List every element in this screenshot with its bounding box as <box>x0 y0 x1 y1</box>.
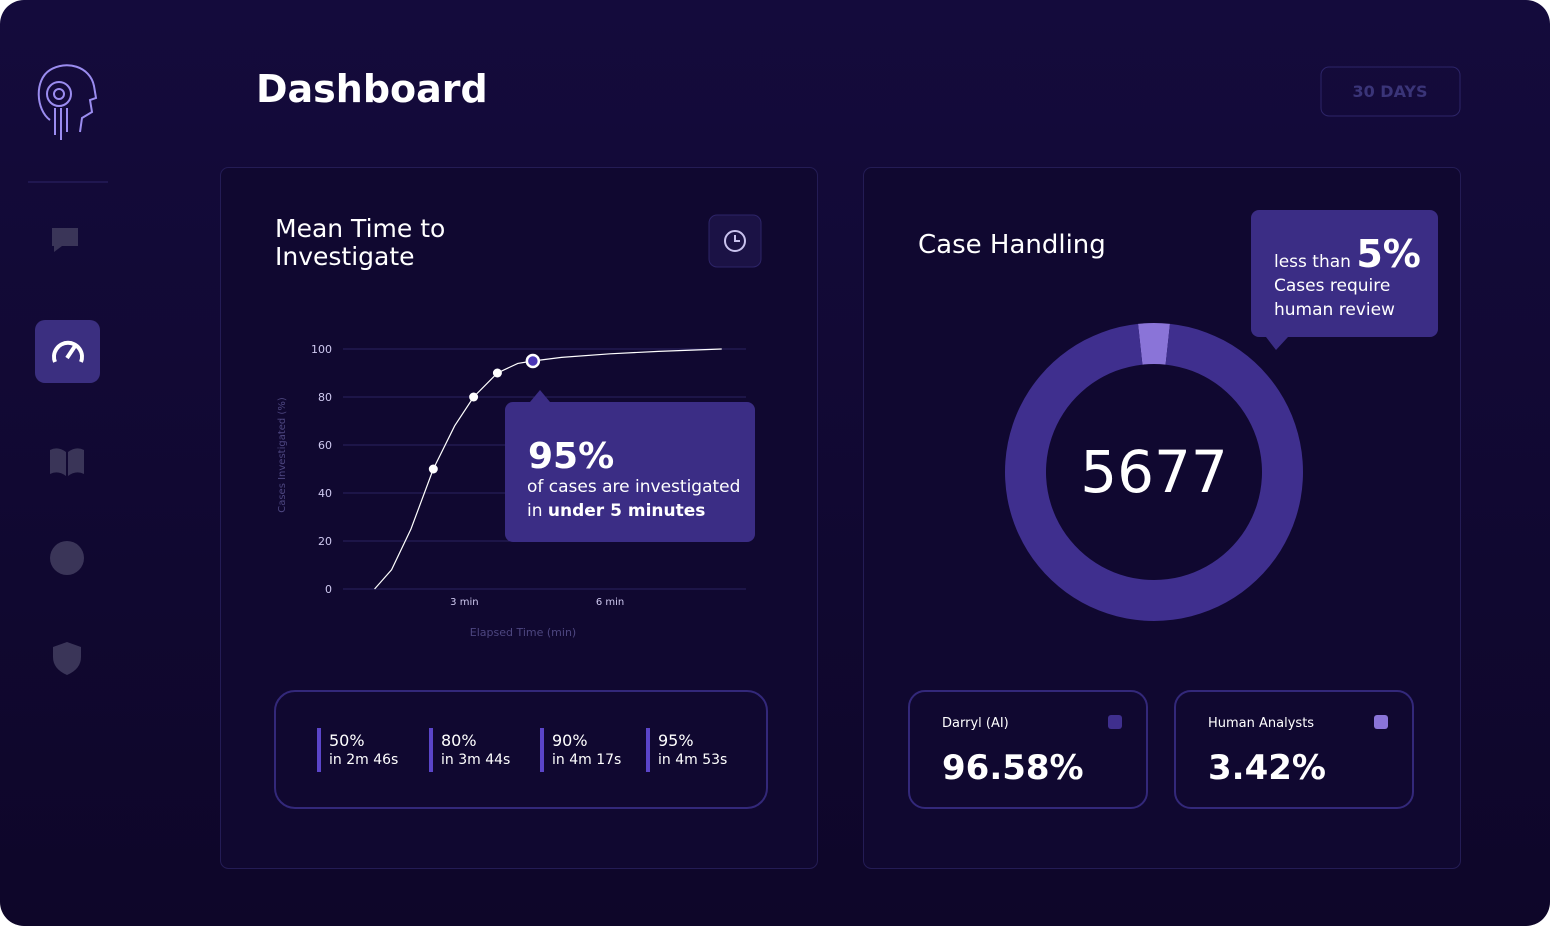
page-title: Dashboard <box>256 67 488 111</box>
legend-card <box>908 690 1148 809</box>
range-button-label: 30 DAYS <box>1352 82 1427 101</box>
clock-hands <box>734 235 740 242</box>
gauge-needle <box>65 344 77 360</box>
stat-time: in 4m 53s <box>658 752 727 768</box>
point <box>525 353 541 369</box>
callout-emphasis: under 5 minutes <box>548 501 705 521</box>
stat-percent: 95% <box>658 731 694 750</box>
x-tick-label: 6 min <box>596 597 624 608</box>
stat-bar <box>646 728 650 772</box>
stat-percent: 90% <box>552 731 588 750</box>
case-panel <box>863 167 1461 869</box>
donut-slice <box>1138 323 1170 365</box>
stat-percent: 80% <box>441 731 477 750</box>
chart-title: Investigate <box>275 242 415 271</box>
stat-bar <box>317 728 321 772</box>
callout-pointer <box>530 390 550 402</box>
donut-title: Case Handling <box>918 230 1106 260</box>
callout-value: 5% <box>1356 232 1421 276</box>
stat-bar <box>429 728 433 772</box>
callout-text: human review <box>1274 300 1395 320</box>
y-tick-label: 80 <box>318 391 332 404</box>
legend-label: Darryl (AI) <box>942 716 1009 731</box>
y-tick-label: 40 <box>318 487 332 500</box>
x-tick-label: 3 min <box>450 597 478 608</box>
callout-box <box>1251 210 1438 337</box>
donut-total: 5677 <box>1080 438 1228 506</box>
callout-text: less than 5% <box>1274 232 1421 276</box>
callout-text: of cases are investigated <box>527 477 740 497</box>
stat-percent: 50% <box>329 731 365 750</box>
legend-label: Human Analysts <box>1208 716 1314 731</box>
x-axis-label: Elapsed Time (min) <box>470 626 576 639</box>
alert-icon[interactable] <box>50 541 84 575</box>
clock-icon <box>724 230 746 252</box>
stat-time: in 2m 46s <box>329 752 398 768</box>
chart-title: Mean Time to <box>275 214 445 243</box>
callout-text: Cases require <box>1274 276 1390 296</box>
y-tick-label: 0 <box>325 583 332 596</box>
callout-value: 95% <box>528 436 614 477</box>
y-tick-label: 100 <box>311 343 332 356</box>
y-tick-label: 60 <box>318 439 332 452</box>
legend-value: 96.58% <box>942 748 1084 788</box>
y-tick-label: 20 <box>318 535 332 548</box>
shield-icon[interactable] <box>53 642 81 675</box>
point <box>492 368 502 378</box>
stat-time: in 4m 17s <box>552 752 621 768</box>
gauge-icon <box>52 340 84 363</box>
callout-text: in under 5 minutes <box>527 501 705 521</box>
callout-prefix: less than <box>1274 252 1351 272</box>
stat-time: in 3m 44s <box>441 752 510 768</box>
callout-pointer <box>1266 337 1288 350</box>
book-icon[interactable] <box>50 448 84 476</box>
point <box>428 464 438 474</box>
point <box>469 392 479 402</box>
legend-swatch <box>1374 715 1388 729</box>
dashboard-nav-button[interactable] <box>35 320 100 383</box>
legend-card <box>1174 690 1414 809</box>
legend-swatch <box>1108 715 1122 729</box>
logo <box>37 64 98 140</box>
callout-box <box>505 402 755 542</box>
range-button[interactable] <box>1320 66 1461 117</box>
y-axis-label: Cases Investigated (%) <box>277 397 288 513</box>
legend-value: 3.42% <box>1208 748 1326 788</box>
stats-box <box>274 690 768 809</box>
callout-prefix: in <box>527 501 543 521</box>
stat-bar <box>540 728 544 772</box>
chat-icon[interactable] <box>52 228 78 252</box>
